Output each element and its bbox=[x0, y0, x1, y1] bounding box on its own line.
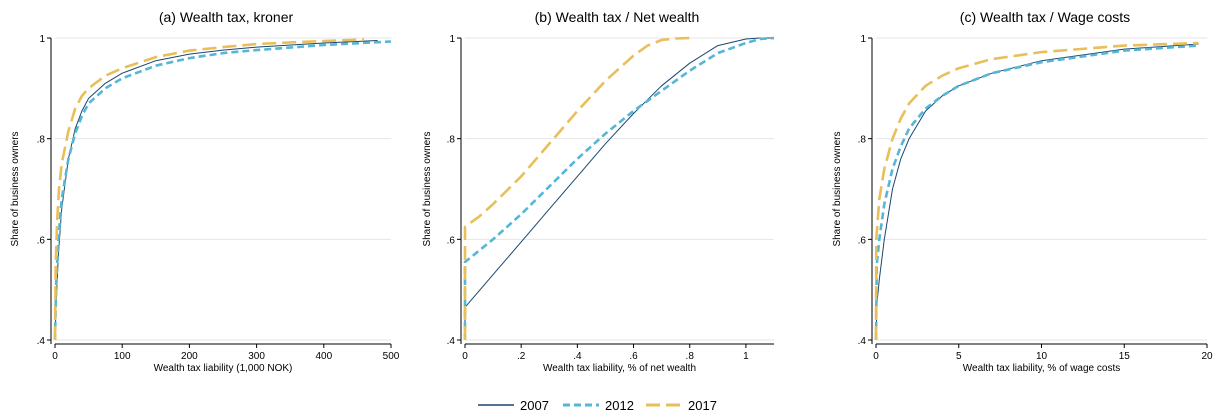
y-tick-label: .4 bbox=[37, 336, 46, 347]
x-tick-label: 1 bbox=[743, 351, 749, 362]
series-line-2017 bbox=[874, 41, 1199, 341]
series-line-2012 bbox=[463, 36, 775, 340]
x-tick-label: 500 bbox=[383, 351, 400, 362]
legend: 2007 2012 2017 bbox=[478, 398, 717, 413]
x-tick-label: 200 bbox=[181, 351, 198, 362]
x-tick-label: .2 bbox=[517, 351, 526, 362]
chart-panel-3: (c) Wealth tax / Wage costs.4.6.810 5 10 15… bbox=[832, 9, 1213, 374]
x-axis-label: Wealth tax liability, % of net wealth bbox=[543, 363, 696, 374]
y-tick-label: 1 bbox=[860, 34, 866, 45]
x-tick-label: 20 bbox=[1201, 351, 1213, 362]
series-line-2007 bbox=[875, 43, 1199, 341]
x-tick-label: 15 bbox=[1119, 351, 1131, 362]
series-line-2007 bbox=[54, 40, 378, 341]
x-axis-label: Wealth tax liability (1,000 NOK) bbox=[154, 363, 293, 374]
y-tick-label: .8 bbox=[447, 135, 456, 146]
x-tick-label: .8 bbox=[686, 351, 695, 362]
y-axis-label: Share of business owners bbox=[422, 131, 433, 246]
chart-title: (b) Wealth tax / Net wealth bbox=[535, 9, 700, 25]
legend-label-2007: 2007 bbox=[520, 398, 549, 413]
x-tick-label: .6 bbox=[629, 351, 638, 362]
y-tick-label: .6 bbox=[37, 235, 46, 246]
chart-title: (c) Wealth tax / Wage costs bbox=[960, 9, 1130, 25]
chart-panel-1: (a) Wealth tax, kroner .4 .6 .8 1 0 100 200 300 4… bbox=[10, 9, 400, 374]
y-tick-label: .4 bbox=[858, 336, 867, 347]
series-line-2017 bbox=[53, 38, 365, 341]
chart-panel-2: (b) Wealth tax / Net wealth .4 .6 .8 1 0 .2 .4.… bbox=[422, 9, 775, 374]
x-tick-label: 0 bbox=[52, 351, 58, 362]
chart-title: (a) Wealth tax, kroner bbox=[159, 9, 294, 25]
x-tick-label: .4 bbox=[573, 351, 582, 362]
legend-label-2017: 2017 bbox=[688, 398, 717, 413]
y-tick-label: .8 bbox=[858, 135, 867, 146]
y-tick-label: .6 bbox=[858, 235, 867, 246]
series-line-2017 bbox=[463, 36, 690, 340]
legend-label-2012: 2012 bbox=[605, 398, 634, 413]
series-line-2007 bbox=[464, 37, 774, 340]
y-tick-label: 1 bbox=[39, 34, 45, 45]
y-tick-label: .4 bbox=[447, 336, 456, 347]
x-tick-label: 5 bbox=[956, 351, 962, 362]
x-axis-label: Wealth tax liability, % of wage costs bbox=[963, 363, 1120, 374]
y-tick-label: .8 bbox=[37, 135, 46, 146]
x-tick-label: 0 bbox=[873, 351, 879, 362]
x-tick-label: 100 bbox=[114, 351, 131, 362]
x-tick-label: 10 bbox=[1036, 351, 1048, 362]
y-tick-label: 1 bbox=[449, 34, 455, 45]
y-tick-label: .6 bbox=[447, 235, 456, 246]
y-axis-label: Share of business owners bbox=[832, 131, 843, 246]
panels: (a) Wealth tax, kroner.4.6.810 100 200 300 4… bbox=[10, 9, 1213, 374]
x-tick-label: 300 bbox=[248, 351, 265, 362]
y-axis-label: Share of business owners bbox=[10, 131, 21, 246]
x-tick-label: 0 bbox=[462, 351, 468, 362]
x-tick-label: 400 bbox=[315, 351, 332, 362]
